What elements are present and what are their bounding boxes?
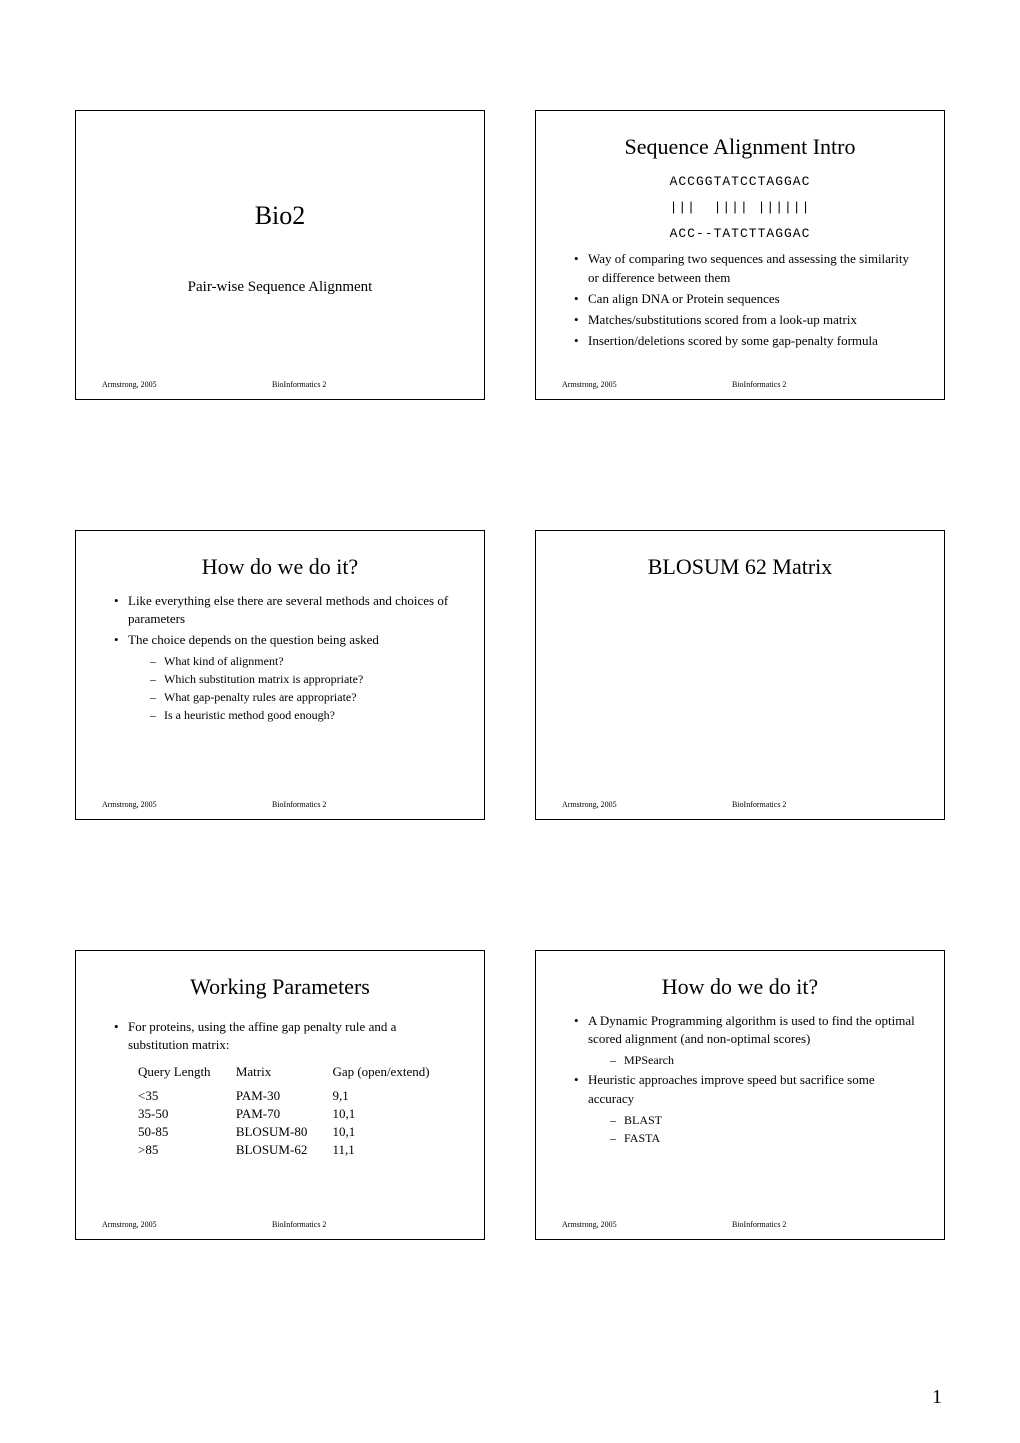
cell: 35-50 [138, 1106, 236, 1124]
col-query-length: Query Length [138, 1064, 236, 1082]
sequence-bottom: ACC--TATCTTAGGAC [670, 226, 811, 242]
sub-item: FASTA [610, 1129, 918, 1147]
slide-1-title: Bio2 [102, 199, 458, 233]
list-item: Way of comparing two sequences and asses… [574, 250, 918, 288]
sub-item: What kind of alignment? [150, 652, 458, 670]
footer-right: BioInformatics 2 [272, 800, 326, 809]
slide-6-sublist-1: BLAST FASTA [610, 1111, 918, 1147]
slide-4-footer: Armstrong, 2005 BioInformatics 2 [562, 800, 617, 809]
parameters-table: Query Length Matrix Gap (open/extend) <3… [138, 1064, 458, 1160]
cell: 10,1 [332, 1106, 458, 1124]
slide-6-bullets: A Dynamic Programming algorithm is used … [574, 1012, 918, 1149]
slide-2: Sequence Alignment Intro ACCGGTATCCTAGGA… [535, 110, 945, 400]
footer-left: Armstrong, 2005 [102, 1220, 157, 1229]
slide-6: How do we do it? A Dynamic Programming a… [535, 950, 945, 1240]
footer-left: Armstrong, 2005 [562, 1220, 617, 1229]
sub-item: Is a heuristic method good enough? [150, 706, 458, 724]
sequence-match: ||| |||| |||||| [670, 200, 811, 216]
slide-4-title: BLOSUM 62 Matrix [562, 553, 918, 582]
slide-1-subtitle: Pair-wise Sequence Alignment [102, 279, 458, 296]
slide-6-footer: Armstrong, 2005 BioInformatics 2 [562, 1220, 617, 1229]
cell: 9,1 [332, 1088, 458, 1106]
slide-5: Working Parameters For proteins, using t… [75, 950, 485, 1240]
footer-left: Armstrong, 2005 [562, 380, 617, 389]
table-row: >85 BLOSUM-62 11,1 [138, 1142, 458, 1160]
page: Bio2 Pair-wise Sequence Alignment Armstr… [0, 0, 1020, 1443]
footer-right: BioInformatics 2 [272, 1220, 326, 1229]
list-item-text: Heuristic approaches improve speed but s… [588, 1072, 875, 1106]
list-item: Like everything else there are several m… [114, 592, 458, 630]
list-item: A Dynamic Programming algorithm is used … [574, 1012, 918, 1070]
slide-1: Bio2 Pair-wise Sequence Alignment Armstr… [75, 110, 485, 400]
cell: <35 [138, 1088, 236, 1106]
cell: PAM-70 [236, 1106, 333, 1124]
cell: >85 [138, 1142, 236, 1160]
sub-item: Which substitution matrix is appropriate… [150, 670, 458, 688]
list-item: Insertion/deletions scored by some gap-p… [574, 332, 918, 351]
sequence-top: ACCGGTATCCTAGGAC [670, 174, 811, 190]
cell: 10,1 [332, 1124, 458, 1142]
sub-item: MPSearch [610, 1051, 918, 1069]
slide-5-intro: For proteins, using the affine gap penal… [114, 1018, 458, 1054]
footer-right: BioInformatics 2 [732, 1220, 786, 1229]
col-matrix: Matrix [236, 1064, 333, 1082]
slide-grid: Bio2 Pair-wise Sequence Alignment Armstr… [75, 110, 945, 1240]
table-row: 35-50 PAM-70 10,1 [138, 1106, 458, 1124]
footer-left: Armstrong, 2005 [562, 800, 617, 809]
sub-item: What gap-penalty rules are appropriate? [150, 688, 458, 706]
col-gap: Gap (open/extend) [332, 1064, 458, 1082]
cell: BLOSUM-80 [236, 1124, 333, 1142]
slide-3-sublist: What kind of alignment? Which substituti… [150, 652, 458, 724]
cell: PAM-30 [236, 1088, 333, 1106]
sub-item: BLAST [610, 1111, 918, 1129]
list-item: Can align DNA or Protein sequences [574, 290, 918, 309]
page-number: 1 [932, 1386, 942, 1409]
footer-right: BioInformatics 2 [732, 800, 786, 809]
slide-2-bullets: Way of comparing two sequences and asses… [574, 250, 918, 352]
table-header-row: Query Length Matrix Gap (open/extend) [138, 1064, 458, 1082]
footer-left: Armstrong, 2005 [102, 380, 157, 389]
table-row: <35 PAM-30 9,1 [138, 1088, 458, 1106]
footer-right: BioInformatics 2 [272, 380, 326, 389]
slide-6-title: How do we do it? [562, 973, 918, 1002]
slide-3-bullets: Like everything else there are several m… [114, 592, 458, 727]
table-row: 50-85 BLOSUM-80 10,1 [138, 1124, 458, 1142]
slide-2-footer: Armstrong, 2005 BioInformatics 2 [562, 380, 617, 389]
footer-right: BioInformatics 2 [732, 380, 786, 389]
list-item: The choice depends on the question being… [114, 631, 458, 724]
slide-4: BLOSUM 62 Matrix Armstrong, 2005 BioInfo… [535, 530, 945, 820]
slide-6-sublist-0: MPSearch [610, 1051, 918, 1069]
slide-1-footer: Armstrong, 2005 BioInformatics 2 [102, 380, 157, 389]
cell: 50-85 [138, 1124, 236, 1142]
slide-5-title: Working Parameters [102, 973, 458, 1002]
slide-3-footer: Armstrong, 2005 BioInformatics 2 [102, 800, 157, 809]
footer-left: Armstrong, 2005 [102, 800, 157, 809]
slide-5-footer: Armstrong, 2005 BioInformatics 2 [102, 1220, 157, 1229]
list-item: Heuristic approaches improve speed but s… [574, 1071, 918, 1147]
cell: BLOSUM-62 [236, 1142, 333, 1160]
slide-3: How do we do it? Like everything else th… [75, 530, 485, 820]
cell: 11,1 [332, 1142, 458, 1160]
list-item-text: A Dynamic Programming algorithm is used … [588, 1013, 915, 1047]
slide-2-title: Sequence Alignment Intro [562, 133, 918, 162]
list-item-text: The choice depends on the question being… [128, 632, 379, 647]
slide-3-title: How do we do it? [102, 553, 458, 582]
list-item: Matches/substitutions scored from a look… [574, 311, 918, 330]
